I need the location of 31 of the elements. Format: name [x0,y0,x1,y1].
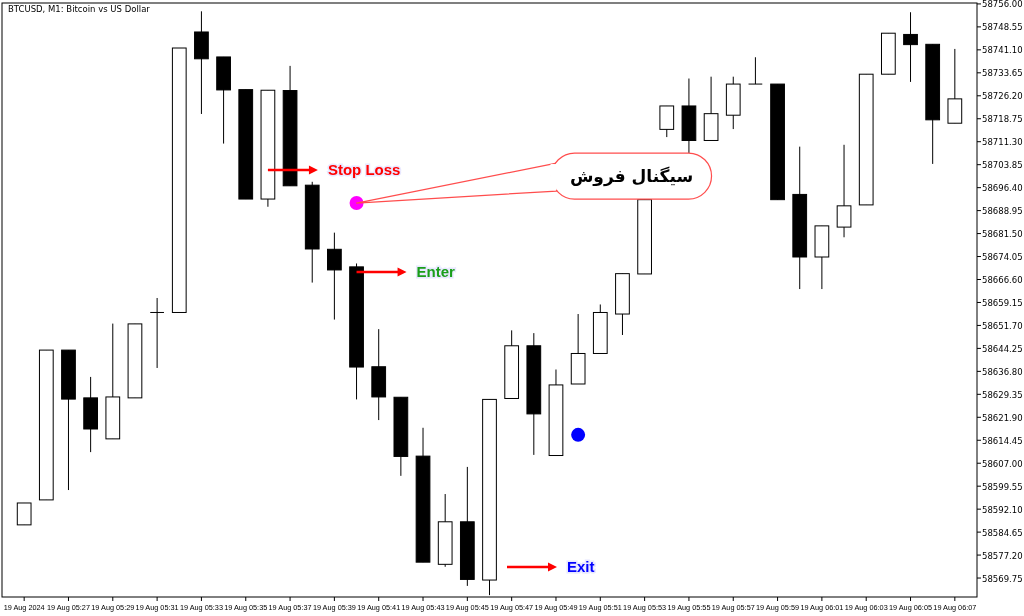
y-tick-label: 58733.65 [982,68,1023,79]
y-tick-label: 58659.15 [982,297,1023,308]
y-tick-label: 58666.60 [982,275,1023,285]
y-tick-label: 58607.00 [982,458,1023,469]
y-tick-label: 58674.05 [982,252,1023,263]
y-tick-label: 58621.90 [982,412,1023,423]
y-tick-label: 58569.75 [982,573,1023,584]
y-tick-label: 58726.20 [982,91,1023,102]
chart-title: BTCUSD, M1: Bitcoin vs US Dollar [8,4,151,14]
y-tick-label: 58748.55 [982,22,1023,33]
y-tick-label: 58636.80 [982,366,1023,377]
annotation: Enter [416,263,456,281]
y-tick-label: 58718.75 [982,114,1023,125]
y-tick-label: 58577.20 [982,550,1023,561]
annotation: سیگنال فروش [569,166,694,188]
annotation: Exit [567,558,595,575]
y-tick-label: 58703.85 [982,160,1023,171]
y-tick-label: 58651.70 [982,320,1023,331]
y-tick-label: 58629.35 [982,389,1023,400]
y-tick-label: 58711.30 [982,137,1023,148]
y-tick-label: 58614.45 [982,435,1023,446]
y-tick-label: 58644.25 [982,343,1023,354]
y-tick-label: 58696.40 [982,183,1023,194]
y-tick-label: 58681.50 [982,229,1023,240]
y-tick-label: 58584.65 [982,527,1023,538]
y-tick-label: 58756.00 [982,0,1023,10]
y-tick-label: 58599.55 [982,481,1023,492]
y-tick-label: 58688.95 [982,206,1023,217]
y-tick-label: 58741.10 [982,45,1023,56]
y-tick-label: 58592.10 [982,504,1023,515]
annotation: Stop Loss [327,161,401,179]
